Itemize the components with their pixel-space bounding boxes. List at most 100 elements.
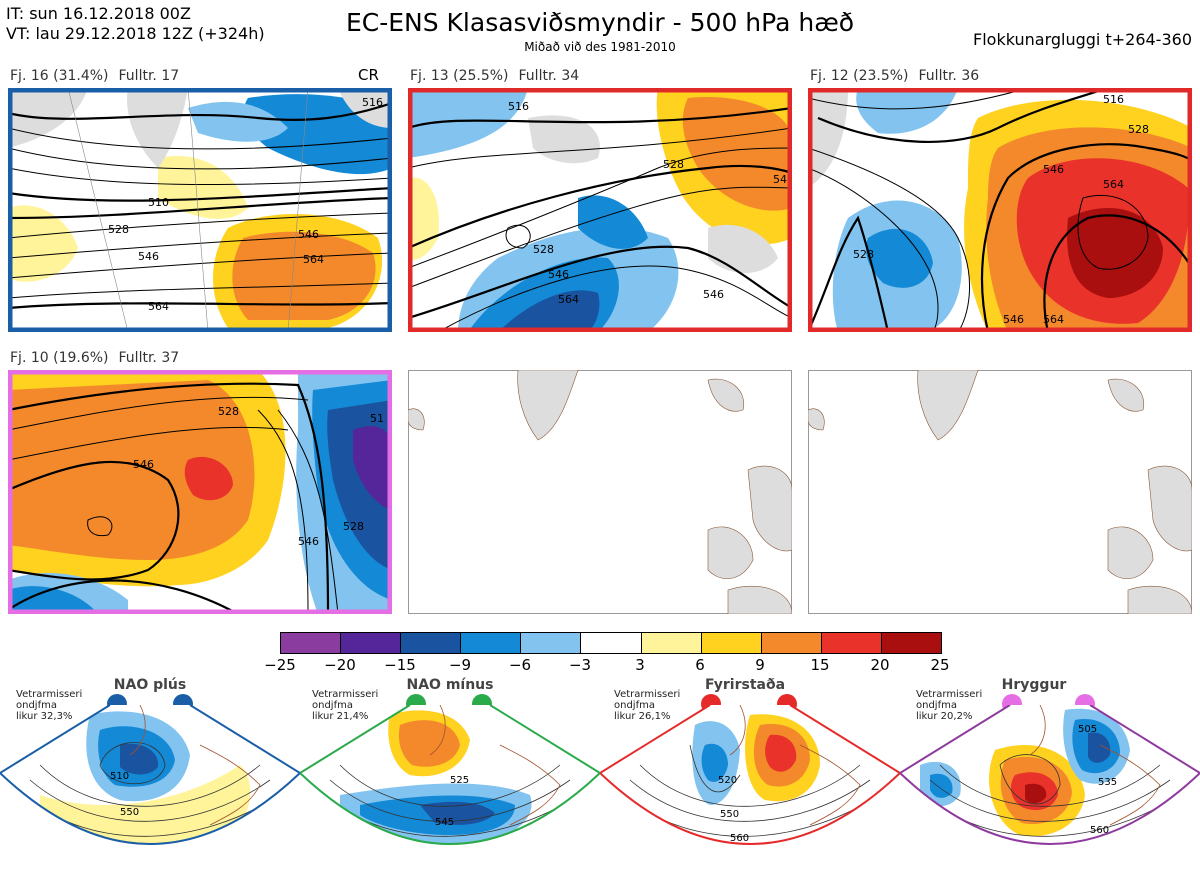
contour-label: 528 xyxy=(663,158,684,171)
contour-label: 546 xyxy=(1043,163,1064,176)
empty-map-6 xyxy=(808,370,1192,614)
colorbar-tick: −3 xyxy=(568,656,592,674)
colorbar-cell xyxy=(761,633,822,653)
colorbar-tick: −20 xyxy=(324,656,356,674)
note-line: Vetrarmisseri xyxy=(312,689,379,700)
panel-label-4: Fj. 10 (19.6%) Fulltr. 37 xyxy=(10,350,179,366)
panel-border xyxy=(8,88,392,332)
contour-label: 546 xyxy=(298,535,319,548)
contour-label: 520 xyxy=(718,775,737,786)
colorbar-cell xyxy=(461,633,522,653)
colorbar-tick: −25 xyxy=(264,656,296,674)
contour-label: 528 xyxy=(343,520,364,533)
pattern-title-hryggur: Hryggur xyxy=(1001,677,1067,693)
contour-label: 560 xyxy=(1090,825,1109,836)
colorbar-tick: −15 xyxy=(384,656,416,674)
pattern-note-nao-plus: Vetrarmisseri ondjfma likur 32,3% xyxy=(16,689,82,722)
colorbar-cell xyxy=(521,633,582,653)
note-line: likur 21,4% xyxy=(312,711,369,722)
cluster-map-2: 516 528 528 546 564 546 54 xyxy=(408,88,792,332)
colorbar-tick: −6 xyxy=(508,656,532,674)
contour-label: 510 xyxy=(110,771,129,782)
colorbar-cell xyxy=(281,633,342,653)
pattern-map-fyrirstada: 520 550 560 xyxy=(600,705,900,845)
note-line: Vetrarmisseri xyxy=(916,689,983,700)
contour-label: 546 xyxy=(298,228,319,241)
contour-label: 565 xyxy=(445,852,464,863)
panel-border xyxy=(408,88,792,332)
colorbar-tick: 6 xyxy=(695,656,705,674)
contour-label: 510 xyxy=(148,196,169,209)
contour-label: 516 xyxy=(362,96,383,109)
note-line: Vetrarmisseri xyxy=(16,689,83,700)
contour-label: 546 xyxy=(133,458,154,471)
contour-label: 564 xyxy=(303,253,324,266)
note-line: Vetrarmisseri xyxy=(614,689,681,700)
pattern-map-nao-minus: 525 545 565 xyxy=(300,705,600,863)
contour-label: 528 xyxy=(1128,123,1149,136)
colorbar-tick: 20 xyxy=(870,656,890,674)
contour-label: 528 xyxy=(108,223,129,236)
colorbar-cell xyxy=(641,633,702,653)
contour-label: 54 xyxy=(773,173,787,186)
colorbar-cell xyxy=(581,633,642,653)
pattern-map-hryggur: 505 535 560 xyxy=(900,705,1200,845)
contour-label: 535 xyxy=(1098,777,1117,788)
colorbar xyxy=(280,632,942,654)
panel-label-3: Fj. 12 (23.5%) Fulltr. 36 xyxy=(810,68,979,84)
contour-label: 545 xyxy=(435,817,454,828)
note-line: ondjfma xyxy=(916,700,957,711)
header-info: IT: sun 16.12.2018 00Z VT: lau 29.12.201… xyxy=(6,4,265,44)
colorbar-cell xyxy=(341,633,402,653)
colorbar-tick: 9 xyxy=(755,656,765,674)
pattern-note-hryggur: Vetrarmisseri ondjfma likur 20,2% xyxy=(916,689,982,722)
contour-label: 51 xyxy=(370,412,384,425)
contour-label: 564 xyxy=(1103,178,1124,191)
contour-label: 505 xyxy=(1078,724,1097,735)
note-line: ondjfma xyxy=(312,700,353,711)
note-line: ondjfma xyxy=(16,700,57,711)
contour-label: 516 xyxy=(508,100,529,113)
contour-label: 516 xyxy=(1103,93,1124,106)
colorbar-tick: 3 xyxy=(635,656,645,674)
colorbar-cell xyxy=(881,633,942,653)
panel-label-2: Fj. 13 (25.5%) Fulltr. 34 xyxy=(410,68,579,84)
colorbar-tick: −9 xyxy=(448,656,472,674)
colorbar-cell xyxy=(401,633,462,653)
panel-1-fulltr: Fulltr. 17 xyxy=(118,68,180,84)
colorbar-tick: 15 xyxy=(810,656,830,674)
note-line: likur 32,3% xyxy=(16,711,73,722)
contour-label: 528 xyxy=(533,243,554,256)
pattern-title-fyrirstada: Fyrirstaða xyxy=(704,677,786,693)
panel-1-title: Fj. 16 (31.4%) xyxy=(10,68,109,84)
contour-label: 525 xyxy=(450,775,469,786)
panel-2-title: Fj. 13 (25.5%) xyxy=(410,68,509,84)
panel-3-fulltr: Fulltr. 36 xyxy=(918,68,980,84)
contour-label: 528 xyxy=(218,405,239,418)
window-label: Flokkunargluggi t+264-360 xyxy=(973,30,1192,49)
panel-4-fulltr: Fulltr. 37 xyxy=(118,350,180,366)
contour-label: 564 xyxy=(1043,313,1064,326)
vt-line: VT: lau 29.12.2018 12Z (+324h) xyxy=(6,24,265,43)
contour-label: 528 xyxy=(853,248,874,261)
panel-border xyxy=(808,88,1192,332)
cluster-map-4: 528 546 546 528 51 xyxy=(8,370,392,614)
colorbar-cell xyxy=(701,633,762,653)
contour-label: 546 xyxy=(548,268,569,281)
contour-label: 546 xyxy=(703,288,724,301)
pattern-title-nao-plus: NAO plús xyxy=(113,677,187,693)
note-line: ondjfma xyxy=(614,700,655,711)
contour-label: 550 xyxy=(720,809,739,820)
panel-border xyxy=(8,370,392,614)
page-title: EC-ENS Klasasviðsmyndir - 500 hPa hæð xyxy=(345,8,855,37)
contour-label: 564 xyxy=(148,300,169,313)
note-line: likur 26,1% xyxy=(614,711,671,722)
pattern-title-nao-minus: NAO mínus xyxy=(406,677,494,693)
pattern-note-fyrirstada: Vetrarmisseri ondjfma likur 26,1% xyxy=(614,689,680,722)
note-line: likur 20,2% xyxy=(916,711,973,722)
page-subtitle: Miðað við des 1981-2010 xyxy=(524,40,676,54)
cluster-map-1: 516 510 528 546 564 546 564 xyxy=(8,88,392,332)
contour-label: 546 xyxy=(1003,313,1024,326)
contour-label: 560 xyxy=(730,833,749,844)
pattern-note-nao-minus: Vetrarmisseri ondjfma likur 21,4% xyxy=(312,689,378,722)
